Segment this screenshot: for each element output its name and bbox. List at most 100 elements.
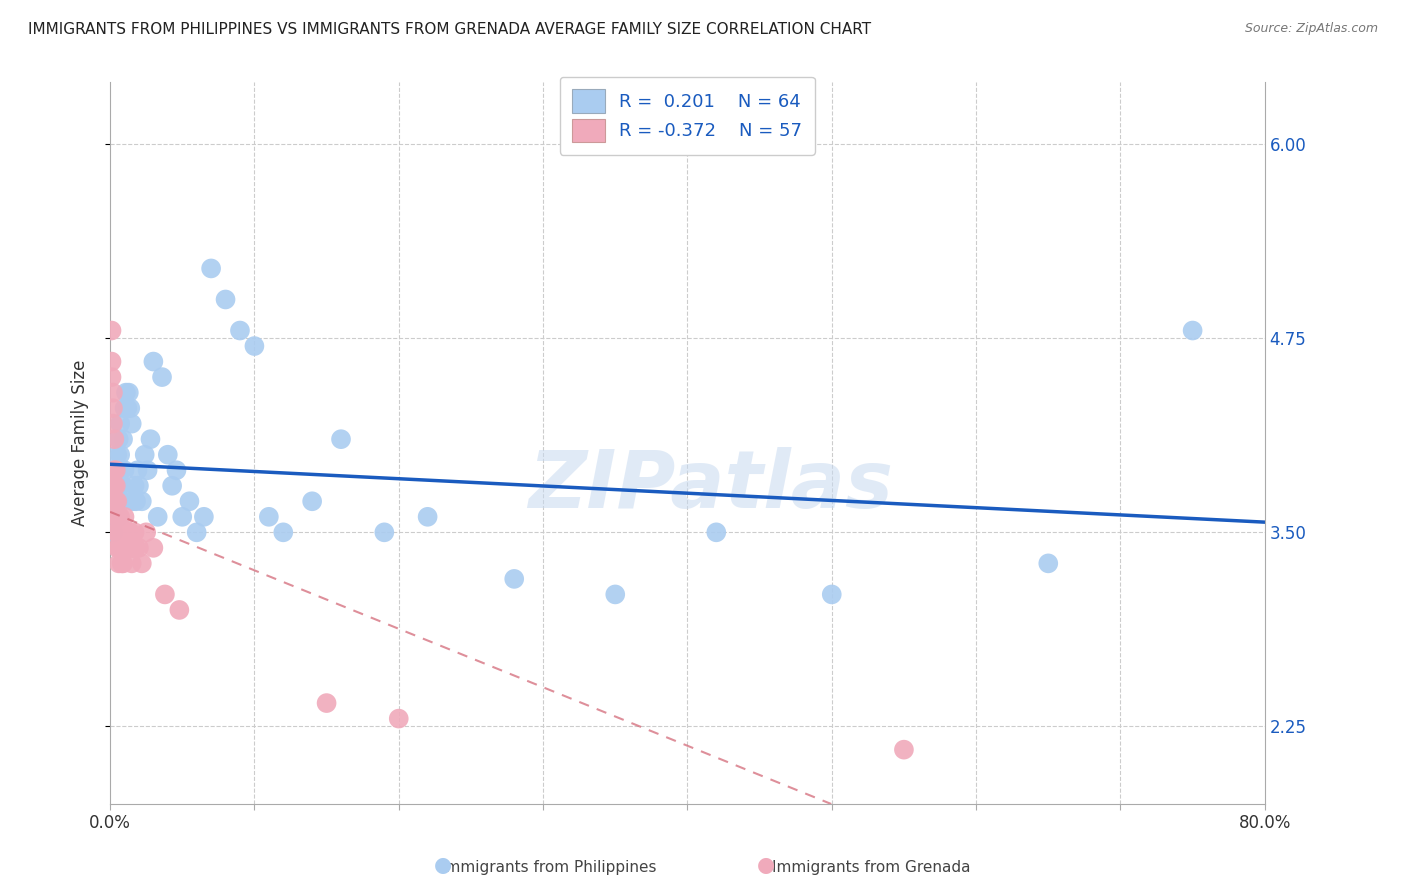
Point [107,509,129,524]
Point [117,401,139,416]
Point [108,525,131,540]
Point [118,525,141,540]
Point [704,525,727,540]
Point [105,541,128,555]
Point [100,324,122,338]
Point [111,541,134,555]
Point [301,494,323,508]
Point [114,525,136,540]
Point [114,401,136,416]
Point [112,557,135,571]
Point [893,742,915,756]
Text: IMMIGRANTS FROM PHILIPPINES VS IMMIGRANTS FROM GRENADA AVERAGE FAMILY SIZE CORRE: IMMIGRANTS FROM PHILIPPINES VS IMMIGRANT… [28,22,872,37]
Point [118,385,141,400]
Point [105,525,128,540]
Point [108,509,131,524]
Point [111,494,134,508]
Point [108,417,131,431]
Point [134,448,156,462]
Point [103,463,125,477]
Point [100,509,122,524]
Point [101,401,124,416]
Point [127,463,149,477]
Point [101,385,124,400]
Point [821,587,844,601]
Point [243,339,266,353]
Text: Immigrants from Grenada: Immigrants from Grenada [772,861,972,875]
Point [112,479,135,493]
Point [214,293,236,307]
Point [103,479,125,493]
Point [156,448,179,462]
Point [105,509,128,524]
Point [388,712,411,726]
Point [111,557,134,571]
Point [146,509,169,524]
Point [114,509,136,524]
Text: Immigrants from Philippines: Immigrants from Philippines [440,861,657,875]
Point [153,587,176,601]
Point [104,463,127,477]
Point [142,541,165,555]
Point [108,541,131,555]
Point [1038,557,1060,571]
Point [142,354,165,368]
Point [135,525,157,540]
Point [104,479,127,493]
Point [120,525,142,540]
Point [121,417,143,431]
Point [160,479,183,493]
Point [111,525,134,540]
Point [103,509,125,524]
Point [179,494,201,508]
Point [125,541,148,555]
Point [108,448,131,462]
Point [107,509,129,524]
Point [115,525,138,540]
Point [101,525,124,540]
Point [115,385,138,400]
Point [131,494,153,508]
Point [107,525,129,540]
Point [139,432,162,446]
Point [124,479,146,493]
Point [104,509,127,524]
Point [107,509,129,524]
Point [114,541,136,555]
Point [131,557,153,571]
Point [104,509,127,524]
Point [172,509,194,524]
Y-axis label: Average Family Size: Average Family Size [72,359,89,526]
Point [114,463,136,477]
Point [136,463,159,477]
Point [121,557,143,571]
Point [103,463,125,477]
Point [111,463,134,477]
Point [104,525,127,540]
Point [128,541,150,555]
Point [150,370,173,384]
Text: ZIPatlas: ZIPatlas [529,448,893,525]
Point [125,494,148,508]
Point [120,401,142,416]
Text: ●: ● [434,855,451,875]
Point [115,541,138,555]
Point [104,463,127,477]
Point [100,479,122,493]
Point [229,324,252,338]
Point [186,525,208,540]
Point [373,525,395,540]
Point [330,432,353,446]
Point [105,494,128,508]
Point [122,494,145,508]
Point [112,525,135,540]
Point [503,572,526,586]
Legend: R =  0.201    N = 64, R = -0.372    N = 57: R = 0.201 N = 64, R = -0.372 N = 57 [560,77,815,154]
Point [257,509,280,524]
Text: Source: ZipAtlas.com: Source: ZipAtlas.com [1244,22,1378,36]
Text: ●: ● [758,855,775,875]
Point [107,541,129,555]
Point [103,432,125,446]
Point [271,525,294,540]
Point [122,541,145,555]
